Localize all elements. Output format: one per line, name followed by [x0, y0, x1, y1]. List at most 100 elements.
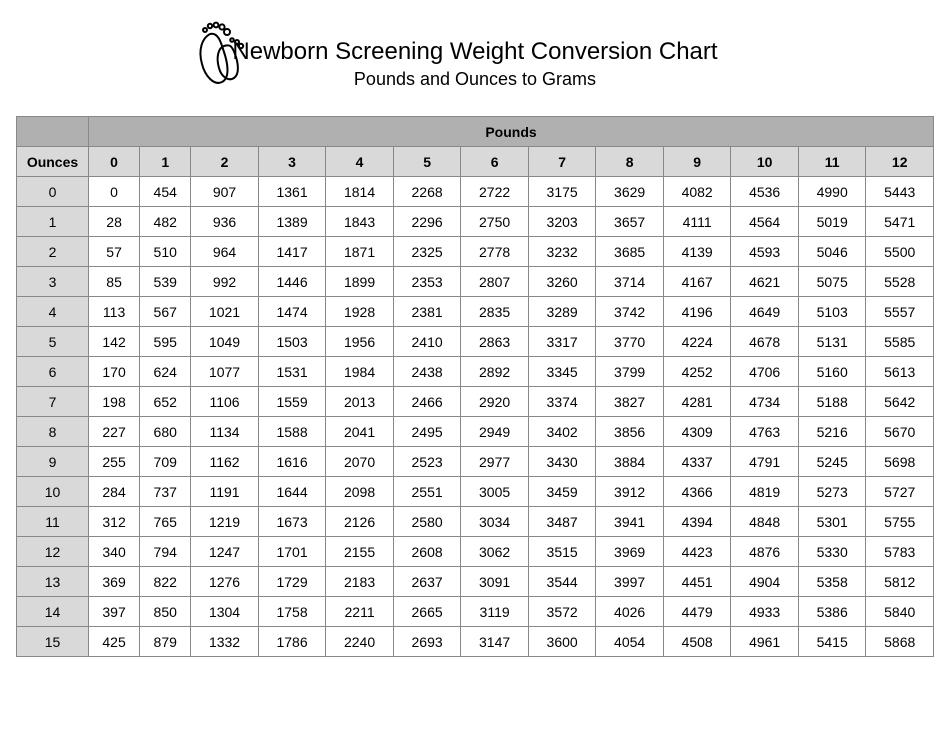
grams-cell: 5103 — [798, 297, 866, 327]
grams-cell: 57 — [89, 237, 140, 267]
grams-cell: 4082 — [663, 177, 731, 207]
grams-cell: 3374 — [528, 387, 596, 417]
grams-cell: 5019 — [798, 207, 866, 237]
grams-cell: 85 — [89, 267, 140, 297]
table-row: 8227680113415882041249529493402385643094… — [17, 417, 934, 447]
ounce-row-header: 5 — [17, 327, 89, 357]
grams-cell: 3685 — [596, 237, 664, 267]
grams-cell: 1729 — [258, 567, 326, 597]
grams-cell: 4564 — [731, 207, 799, 237]
grams-cell: 2637 — [393, 567, 461, 597]
grams-cell: 709 — [140, 447, 191, 477]
grams-cell: 1219 — [191, 507, 259, 537]
grams-cell: 425 — [89, 627, 140, 657]
grams-cell: 3402 — [528, 417, 596, 447]
grams-cell: 510 — [140, 237, 191, 267]
grams-cell: 2580 — [393, 507, 461, 537]
title-block: Newborn Screening Weight Conversion Char… — [232, 20, 717, 90]
grams-cell: 3997 — [596, 567, 664, 597]
grams-cell: 2155 — [326, 537, 394, 567]
grams-cell: 3119 — [461, 597, 529, 627]
grams-cell: 4479 — [663, 597, 731, 627]
grams-cell: 1956 — [326, 327, 394, 357]
grams-cell: 5160 — [798, 357, 866, 387]
grams-cell: 5727 — [866, 477, 934, 507]
grams-cell: 2920 — [461, 387, 529, 417]
grams-cell: 2778 — [461, 237, 529, 267]
grams-cell: 992 — [191, 267, 259, 297]
grams-cell: 4990 — [798, 177, 866, 207]
grams-cell: 1673 — [258, 507, 326, 537]
grams-cell: 539 — [140, 267, 191, 297]
grams-cell: 907 — [191, 177, 259, 207]
pound-col-header: 6 — [461, 147, 529, 177]
grams-cell: 1332 — [191, 627, 259, 657]
table-row: 1284829361389184322962750320336574111456… — [17, 207, 934, 237]
grams-cell: 1247 — [191, 537, 259, 567]
grams-cell: 1417 — [258, 237, 326, 267]
grams-cell: 227 — [89, 417, 140, 447]
table-body: 0045490713611814226827223175362940824536… — [17, 177, 934, 657]
grams-cell: 4167 — [663, 267, 731, 297]
grams-cell: 765 — [140, 507, 191, 537]
grams-cell: 2353 — [393, 267, 461, 297]
grams-cell: 4961 — [731, 627, 799, 657]
conversion-table: PoundsOunces0123456789101112 00454907136… — [16, 116, 934, 657]
grams-cell: 5698 — [866, 447, 934, 477]
ounce-row-header: 10 — [17, 477, 89, 507]
baby-footprint-icon — [188, 16, 248, 94]
table-row: 1131276512191673212625803034348739414394… — [17, 507, 934, 537]
grams-cell: 5528 — [866, 267, 934, 297]
grams-cell: 4791 — [731, 447, 799, 477]
grams-cell: 3345 — [528, 357, 596, 387]
grams-cell: 1899 — [326, 267, 394, 297]
pound-col-header: 5 — [393, 147, 461, 177]
grams-cell: 3175 — [528, 177, 596, 207]
table-row: 9255709116216162070252329773430388443374… — [17, 447, 934, 477]
grams-cell: 3289 — [528, 297, 596, 327]
pound-col-header: 1 — [140, 147, 191, 177]
grams-cell: 2438 — [393, 357, 461, 387]
grams-cell: 2608 — [393, 537, 461, 567]
grams-cell: 2183 — [326, 567, 394, 597]
pound-col-header: 4 — [326, 147, 394, 177]
grams-cell: 1304 — [191, 597, 259, 627]
table-row: 7198652110615592013246629203374382742814… — [17, 387, 934, 417]
grams-cell: 397 — [89, 597, 140, 627]
grams-cell: 5868 — [866, 627, 934, 657]
table-head: PoundsOunces0123456789101112 — [17, 117, 934, 177]
grams-cell: 5613 — [866, 357, 934, 387]
table-row: 1439785013041758221126653119357240264479… — [17, 597, 934, 627]
grams-cell: 936 — [191, 207, 259, 237]
grams-cell: 4876 — [731, 537, 799, 567]
grams-cell: 4196 — [663, 297, 731, 327]
grams-cell: 5642 — [866, 387, 934, 417]
grams-cell: 3629 — [596, 177, 664, 207]
table-row: 1542587913321786224026933147360040544508… — [17, 627, 934, 657]
grams-cell: 3203 — [528, 207, 596, 237]
table-row: 1336982212761729218326373091354439974451… — [17, 567, 934, 597]
grams-cell: 4423 — [663, 537, 731, 567]
grams-cell: 3799 — [596, 357, 664, 387]
grams-cell: 3572 — [528, 597, 596, 627]
grams-cell: 113 — [89, 297, 140, 327]
grams-cell: 2551 — [393, 477, 461, 507]
grams-cell: 3062 — [461, 537, 529, 567]
grams-cell: 3430 — [528, 447, 596, 477]
grams-cell: 5557 — [866, 297, 934, 327]
grams-cell: 3912 — [596, 477, 664, 507]
grams-cell: 964 — [191, 237, 259, 267]
ounce-row-header: 3 — [17, 267, 89, 297]
grams-cell: 2041 — [326, 417, 394, 447]
grams-cell: 680 — [140, 417, 191, 447]
grams-cell: 2665 — [393, 597, 461, 627]
table-row: 4113567102114741928238128353289374241964… — [17, 297, 934, 327]
grams-cell: 2013 — [326, 387, 394, 417]
grams-cell: 850 — [140, 597, 191, 627]
ounce-row-header: 6 — [17, 357, 89, 387]
grams-cell: 3515 — [528, 537, 596, 567]
grams-cell: 312 — [89, 507, 140, 537]
grams-cell: 1814 — [326, 177, 394, 207]
pounds-band-label: Pounds — [89, 117, 934, 147]
grams-cell: 5330 — [798, 537, 866, 567]
